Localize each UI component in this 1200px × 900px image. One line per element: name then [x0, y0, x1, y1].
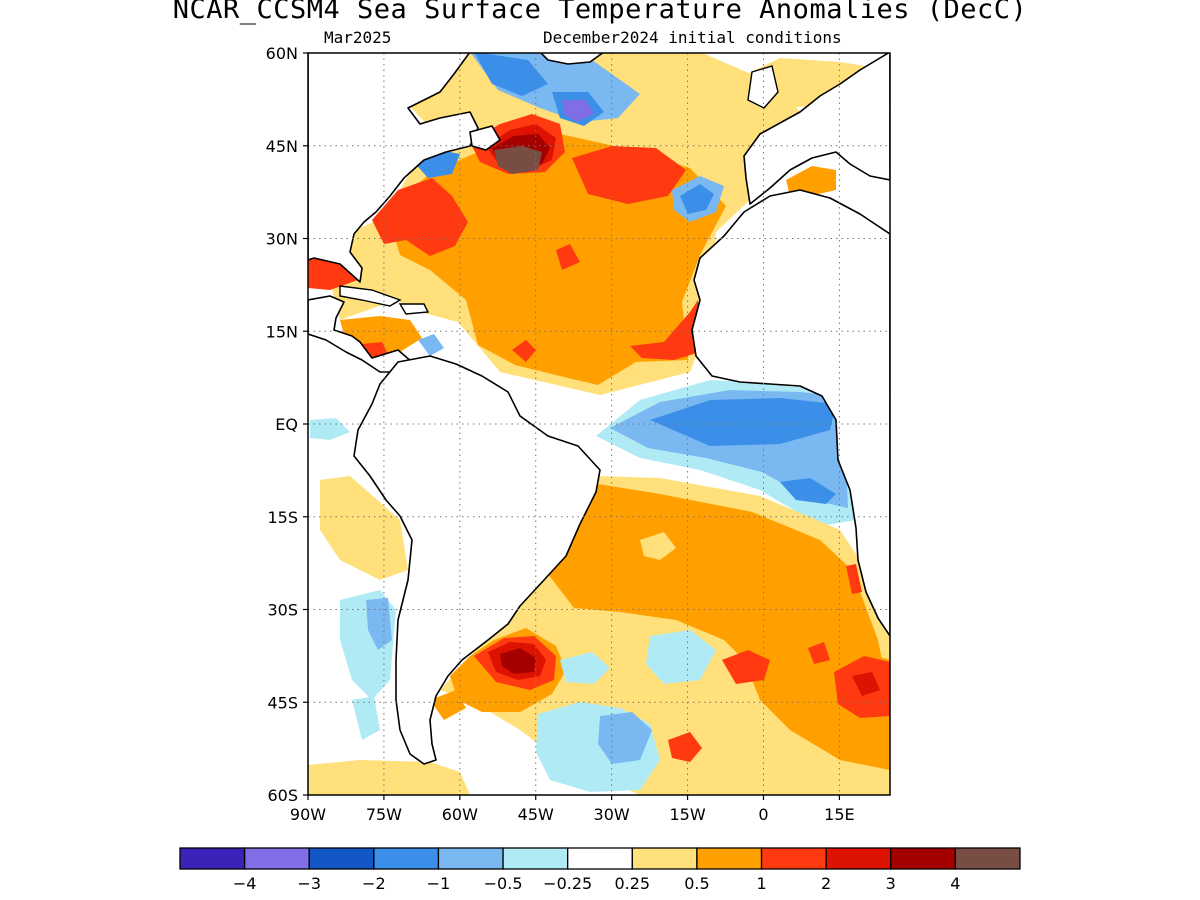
colorbar-label: 4 [950, 874, 960, 893]
argentina-shelf-warm [430, 690, 466, 720]
sa-hot-small [808, 642, 830, 664]
sa-very-hot-east [852, 672, 880, 696]
sa-warm-spot [640, 532, 676, 560]
colorbar-label: 0.25 [614, 874, 650, 893]
colorbar-swatch [243, 847, 310, 870]
central-na-hot-dot [556, 244, 580, 270]
lat-tick-label: 45S [267, 693, 298, 712]
lon-tick-label: 30W [594, 805, 630, 824]
central-america-land [308, 295, 413, 373]
colorbar-label: 3 [886, 874, 896, 893]
sa-cool-mid [646, 630, 716, 684]
cuba-island [339, 285, 402, 307]
lat-tick-label: 15S [267, 508, 298, 527]
colorbar-swatch [502, 847, 569, 870]
north-america-land [308, 53, 479, 283]
lat-tick-label: 30N [266, 230, 298, 249]
gulf-stream-hot [372, 178, 468, 256]
pacific-cool-south [352, 696, 380, 740]
colorbar-swatch [437, 847, 504, 870]
chart-title: NCAR_CCSM4 Sea Surface Temperature Anoma… [172, 0, 1028, 25]
pacific-weak-warm [320, 476, 408, 580]
lon-tick-label: 15E [824, 805, 854, 824]
lat-tick-label: 60S [267, 786, 298, 805]
europe-land [743, 53, 890, 205]
colorbar-label: 1 [756, 874, 766, 893]
equatorial-cold-region [650, 398, 836, 446]
colorbar: −4 −3 −2 −1 −0.5 −0.25 0.25 0.5 1 2 3 4 [179, 847, 1021, 893]
colorbar-swatch [567, 847, 633, 870]
colorbar-label: −1 [427, 874, 451, 893]
coastlines [308, 53, 890, 765]
colorbar-swatch [631, 847, 698, 870]
africa-land [691, 189, 890, 637]
west-africa-hot [630, 300, 700, 360]
caribbean-cool [418, 334, 444, 356]
south-america-land [353, 355, 601, 765]
azores-cold [680, 184, 714, 214]
lon-tick-label: 45W [518, 805, 554, 824]
colorbar-swatch [890, 847, 957, 870]
colorbar-swatch [825, 847, 892, 870]
lon-tick-label: 90W [290, 805, 326, 824]
confluence-extreme [500, 648, 536, 674]
lon-tick-label: 15W [669, 805, 705, 824]
sa-cool-patch [560, 652, 610, 684]
colorbar-label: 0.5 [684, 874, 709, 893]
sa-hot-south [668, 732, 702, 762]
lon-tick-label: 75W [366, 805, 402, 824]
mediterranean-warm [786, 166, 836, 196]
angola-cold [780, 478, 836, 504]
lat-tick-label: 30S [267, 601, 298, 620]
lat-tick-label: 60N [266, 44, 298, 63]
lon-tick-label: 0 [758, 805, 768, 824]
colorbar-label: −0.25 [543, 874, 592, 893]
colorbar-swatch [760, 847, 827, 870]
lon-tick-label: 60W [442, 805, 478, 824]
colorbar-swatch [308, 847, 375, 870]
benguela-hot [846, 564, 862, 594]
labrador-very-cold [562, 100, 594, 122]
newfoundland-extreme [494, 146, 542, 174]
colorbar-label: 2 [821, 874, 831, 893]
southern-ocean-warm [308, 760, 470, 795]
colorbar-label: −2 [362, 874, 386, 893]
greenland-land [539, 53, 604, 65]
hispaniola-island [398, 303, 430, 315]
newfoundland-land [469, 125, 501, 151]
lat-tick-label: 15N [266, 322, 298, 341]
colorbar-label: −0.5 [484, 874, 523, 893]
na-hot-spot-east [572, 146, 686, 204]
tropical-na-hot-dot [512, 340, 536, 362]
forecast-month-label: Mar2025 [324, 28, 392, 47]
colorbar-label: −4 [233, 874, 257, 893]
lat-tick-label: EQ [275, 415, 298, 434]
lat-tick-label: 45N [266, 137, 298, 156]
colorbar-swatch [696, 847, 763, 870]
colorbar-label: −3 [297, 874, 321, 893]
colorbar-swatch [179, 847, 246, 870]
initial-conditions-label: December2024 initial conditions [543, 28, 842, 47]
labrador-cold-region [474, 53, 548, 96]
pacific-cold-chile [366, 598, 392, 650]
sa-hot-central [722, 650, 770, 684]
colorbar-swatch [954, 847, 1021, 870]
colorbar-swatch [373, 847, 440, 870]
graticule [308, 53, 890, 795]
